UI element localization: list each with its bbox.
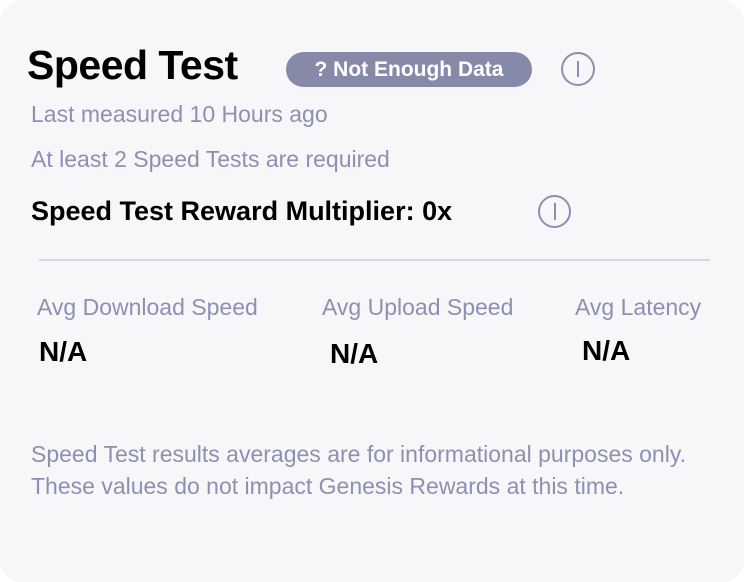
info-icon[interactable]	[561, 52, 595, 86]
status-badge: ? Not Enough Data	[286, 52, 532, 87]
card-title: Speed Test	[27, 42, 238, 88]
multiplier-info-icon[interactable]	[538, 195, 571, 228]
reward-multiplier: Speed Test Reward Multiplier: 0x	[31, 196, 453, 226]
avg-upload-label: Avg Upload Speed	[322, 294, 514, 320]
avg-upload-value: N/A	[330, 338, 379, 369]
requirement-text: At least 2 Speed Tests are required	[31, 146, 390, 172]
last-measured-text: Last measured 10 Hours ago	[31, 101, 328, 127]
avg-download-label: Avg Download Speed	[37, 294, 258, 320]
avg-download-value: N/A	[39, 336, 88, 367]
avg-latency-label: Avg Latency	[575, 294, 702, 320]
avg-latency-value: N/A	[582, 335, 631, 366]
disclaimer-note: Speed Test results averages are for info…	[31, 441, 687, 499]
divider	[39, 259, 710, 261]
